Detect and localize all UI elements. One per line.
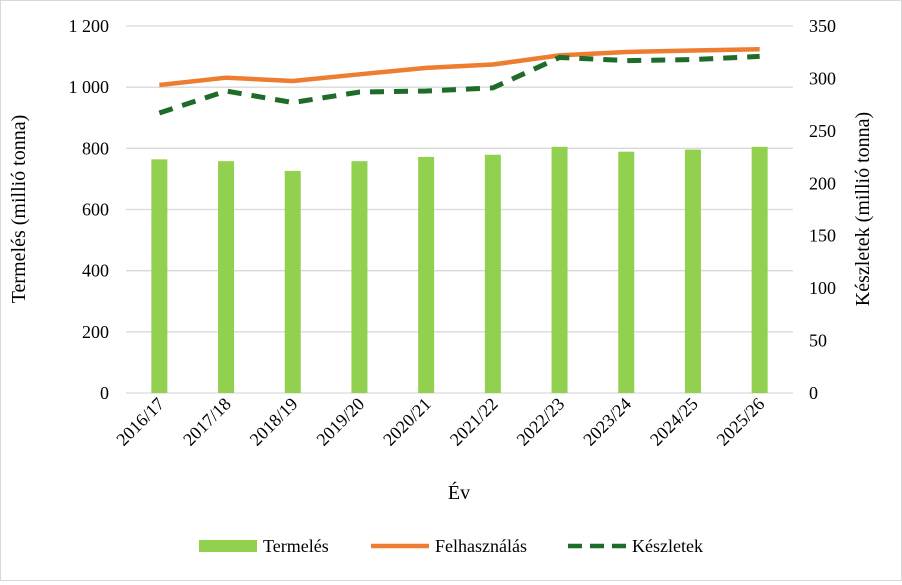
legend-label: Termelés xyxy=(263,536,329,556)
y-axis-title: Termelés (millió tonna) xyxy=(8,115,30,304)
bar-termelés xyxy=(485,155,501,393)
x-tick-label: 2016/17 xyxy=(112,394,168,450)
bar-termelés xyxy=(351,161,367,393)
x-tick-label: 2025/26 xyxy=(713,394,769,450)
bar-termelés xyxy=(418,157,434,393)
bar-termelés xyxy=(218,161,234,393)
legend-label: Felhasználás xyxy=(435,536,527,556)
y-tick-label: 800 xyxy=(82,138,109,158)
x-tick-label: 2024/25 xyxy=(646,394,702,450)
x-tick-label: 2020/21 xyxy=(379,394,435,450)
x-tick-label: 2019/20 xyxy=(312,394,368,450)
x-tick-label: 2017/18 xyxy=(179,394,235,450)
x-tick-label: 2018/19 xyxy=(246,394,302,450)
y2-tick-label: 150 xyxy=(809,226,836,246)
y-tick-label: 1 000 xyxy=(69,77,110,97)
y2-tick-label: 250 xyxy=(809,121,836,141)
y2-tick-label: 300 xyxy=(809,68,836,88)
bar-termelés xyxy=(285,171,301,393)
y2-tick-label: 350 xyxy=(809,16,836,36)
y-tick-label: 400 xyxy=(82,261,109,281)
y2-tick-label: 50 xyxy=(809,331,827,351)
bar-termelés xyxy=(151,159,167,393)
bar-termelés xyxy=(552,147,568,393)
x-axis-title: Év xyxy=(448,481,470,504)
x-tick-label: 2021/22 xyxy=(446,394,502,450)
legend: Termelés Felhasználás Készletek xyxy=(199,536,703,556)
y2-axis-title: Készletek (millió tonna) xyxy=(852,112,874,306)
x-tick-label: 2022/23 xyxy=(513,394,569,450)
y-tick-label: 600 xyxy=(82,200,109,220)
y2-tick-label: 100 xyxy=(809,278,836,298)
legend-swatch xyxy=(199,540,257,552)
legend-label: Készletek xyxy=(632,536,703,556)
bar-termelés xyxy=(685,150,701,393)
bar-termelés xyxy=(618,152,634,393)
line-felhasználás xyxy=(159,49,759,85)
y2-tick-label: 0 xyxy=(809,383,818,403)
y2-tick-label: 200 xyxy=(809,173,836,193)
bar-termelés xyxy=(752,147,768,393)
y-tick-label: 0 xyxy=(100,383,109,403)
x-tick-label: 2023/24 xyxy=(579,394,635,450)
y-tick-label: 1 200 xyxy=(69,16,110,36)
y-tick-label: 200 xyxy=(82,322,109,342)
